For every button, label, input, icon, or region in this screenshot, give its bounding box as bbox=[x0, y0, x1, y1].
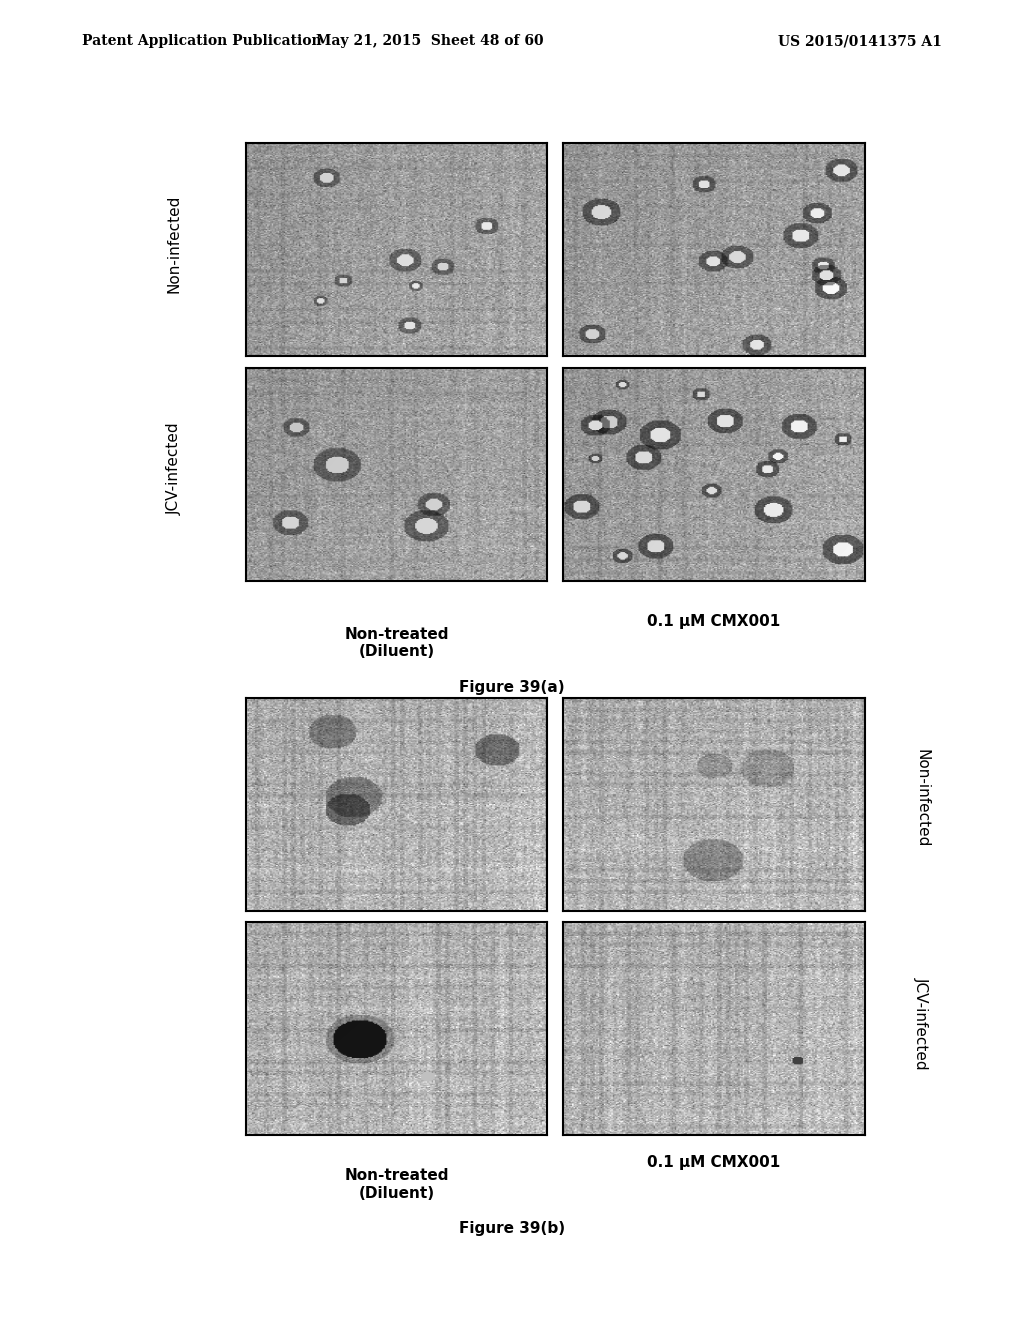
Text: 0.1 μM CMX001: 0.1 μM CMX001 bbox=[647, 614, 780, 628]
Text: Non-treated
(Diluent): Non-treated (Diluent) bbox=[344, 1168, 449, 1201]
Text: 0.1 μM CMX001: 0.1 μM CMX001 bbox=[647, 1155, 780, 1170]
Text: JCV-infected: JCV-infected bbox=[914, 977, 929, 1069]
Text: Figure 39(b): Figure 39(b) bbox=[459, 1221, 565, 1236]
Text: Non-treated
(Diluent): Non-treated (Diluent) bbox=[344, 627, 449, 660]
Text: May 21, 2015  Sheet 48 of 60: May 21, 2015 Sheet 48 of 60 bbox=[316, 34, 544, 49]
Text: Non-infected: Non-infected bbox=[914, 750, 929, 847]
Text: Patent Application Publication: Patent Application Publication bbox=[82, 34, 322, 49]
Text: Figure 39(a): Figure 39(a) bbox=[459, 680, 565, 694]
Text: Non-infected: Non-infected bbox=[167, 195, 181, 293]
Text: US 2015/0141375 A1: US 2015/0141375 A1 bbox=[778, 34, 942, 49]
Text: JCV-infected: JCV-infected bbox=[167, 422, 181, 515]
